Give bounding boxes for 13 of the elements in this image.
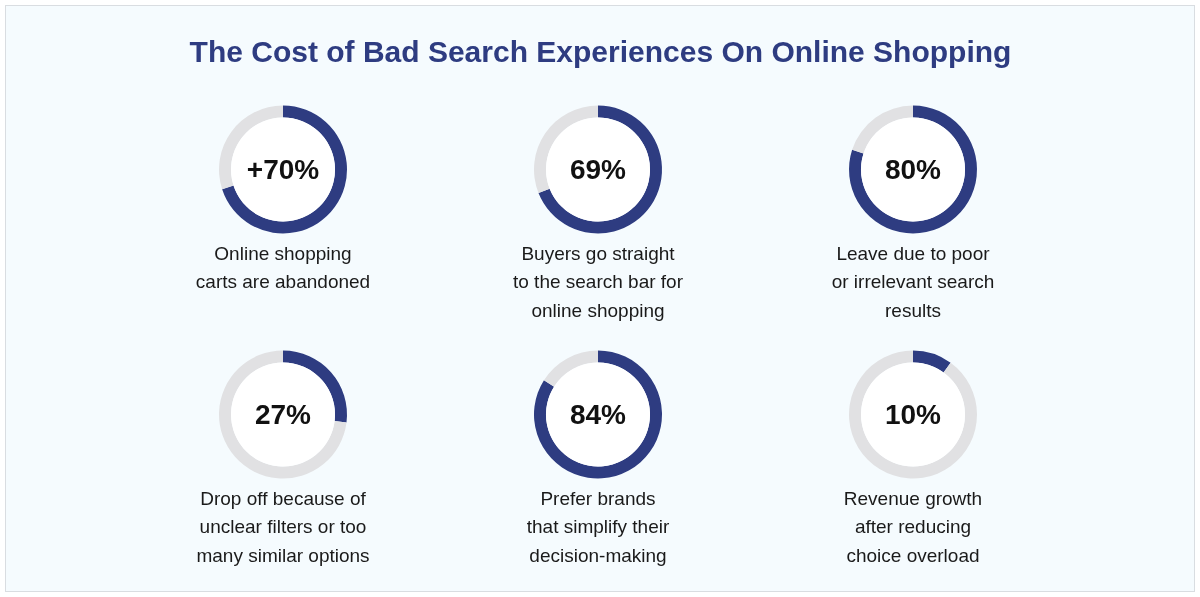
- text: Leave due to poor or irrelevant search results: [831, 242, 995, 322]
- text: +70%: [246, 154, 320, 185]
- text: Revenue growth after reducing choice overload: [843, 487, 983, 567]
- text: 69%: [569, 154, 627, 185]
- text: Prefer brands that simplify their decision-making: [526, 487, 670, 567]
- text: 10%: [884, 399, 942, 430]
- text: Buyers go straight to the search bar for online shopping: [512, 242, 684, 322]
- text: 80%: [884, 154, 942, 185]
- text: 27%: [254, 399, 312, 430]
- text: The Cost of Bad Search Experiences On Online Shopping: [189, 35, 1012, 68]
- text: Drop off because of unclear filters or too many similar options: [196, 487, 370, 567]
- text: Online shopping carts are abandoned: [195, 242, 371, 293]
- text: 84%: [569, 399, 627, 430]
